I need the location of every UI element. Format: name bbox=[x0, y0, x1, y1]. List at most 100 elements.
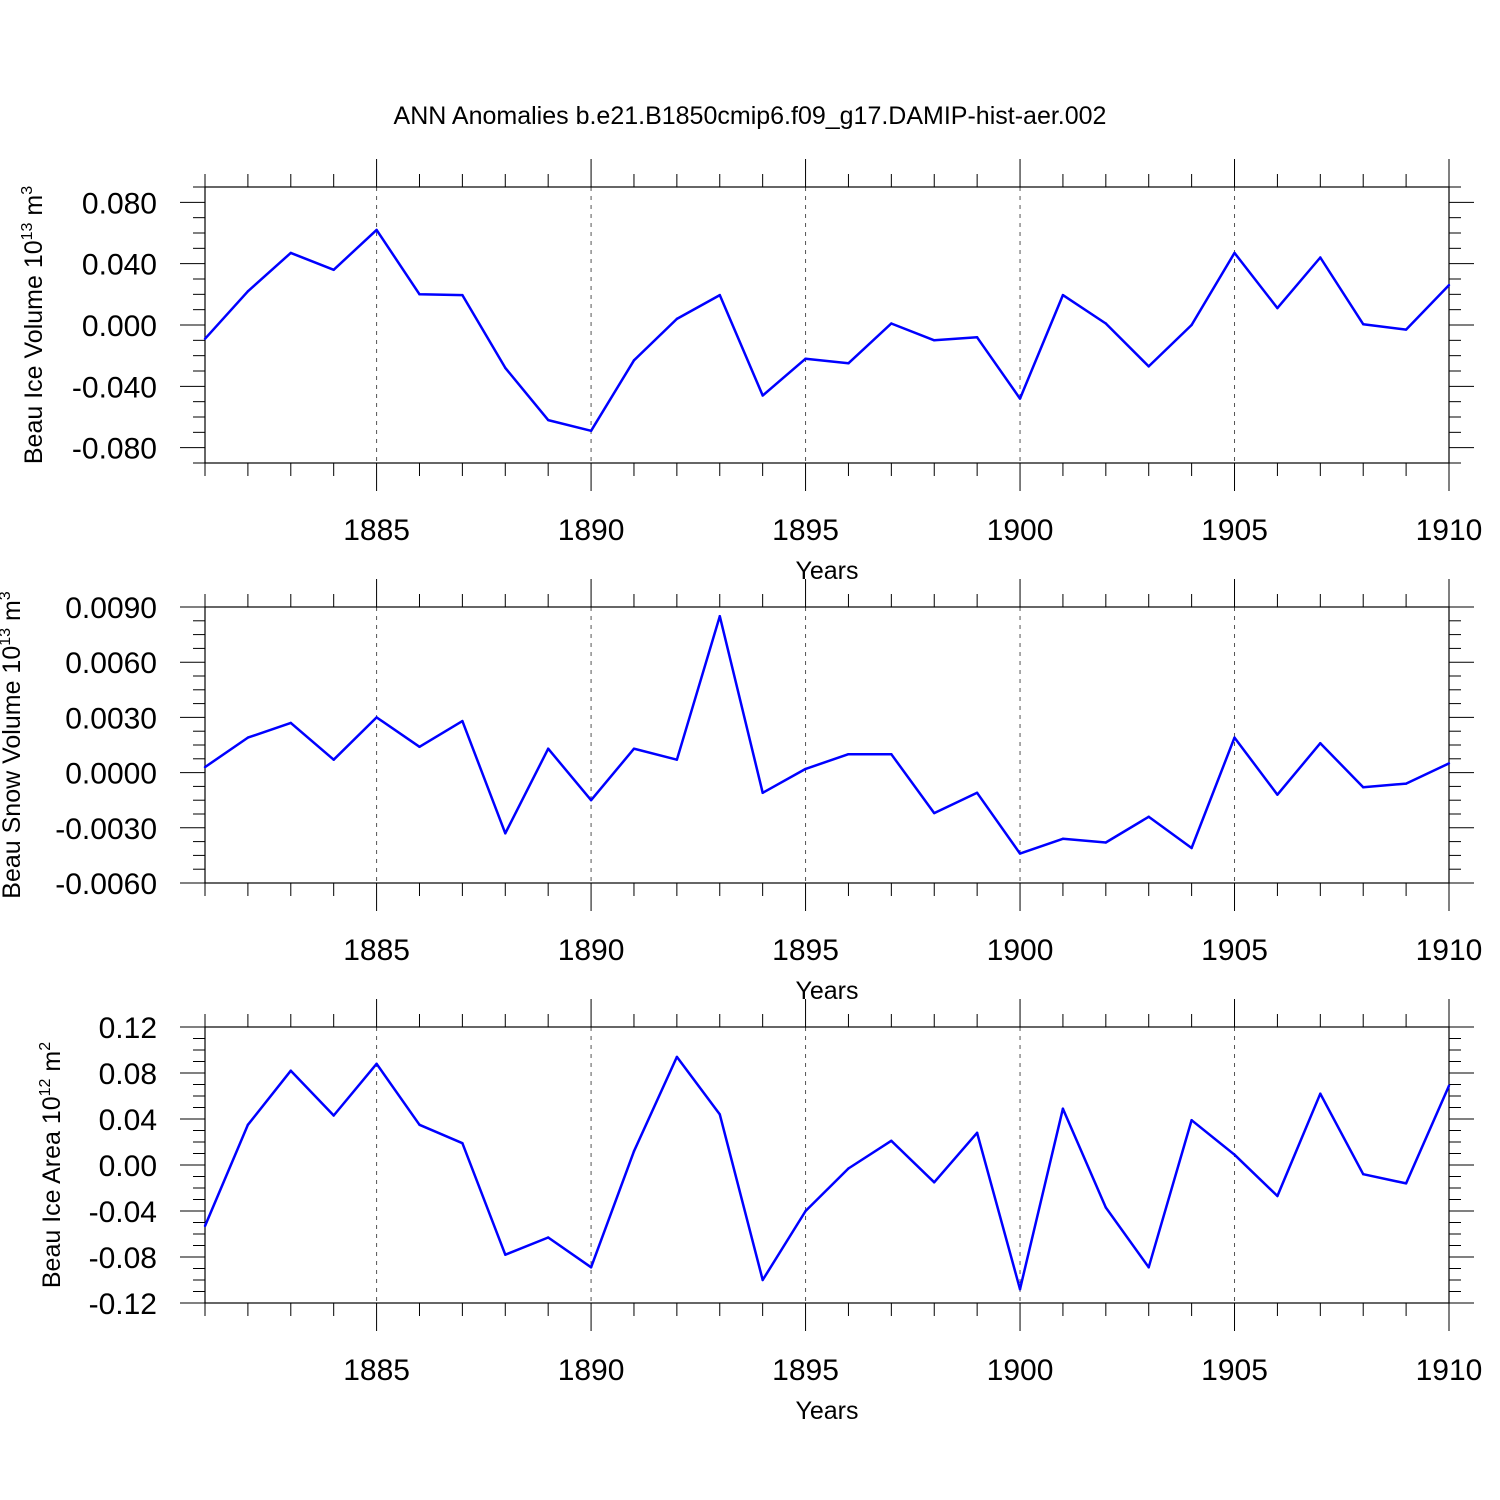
data-point bbox=[289, 721, 292, 725]
y-tick-label: 0.0000 bbox=[65, 758, 157, 791]
data-point bbox=[546, 1236, 550, 1239]
data-point bbox=[1061, 837, 1065, 841]
data-point bbox=[761, 1278, 764, 1282]
data-point bbox=[589, 429, 593, 432]
x-tick-label: 1900 bbox=[987, 1354, 1054, 1387]
data-point bbox=[975, 791, 979, 795]
y-axis-label: Beau Snow Volume 1013 m3 bbox=[0, 591, 26, 899]
data-point bbox=[890, 753, 893, 756]
data-point bbox=[246, 736, 250, 739]
chart-title: ANN Anomalies b.e21.B1850cmip6.f09_g17.D… bbox=[394, 102, 1107, 130]
data-point bbox=[632, 747, 636, 750]
y-tick-label: 0.000 bbox=[82, 310, 157, 343]
y-tick-label: -0.04 bbox=[89, 1196, 157, 1229]
data-point bbox=[589, 1266, 593, 1269]
y-tick-label: -0.12 bbox=[89, 1288, 157, 1321]
data-point bbox=[546, 747, 550, 750]
x-tick-label: 1885 bbox=[343, 1354, 410, 1387]
x-tick-label: 1890 bbox=[558, 514, 625, 547]
x-tick-label: 1905 bbox=[1201, 514, 1268, 547]
data-point bbox=[890, 1139, 893, 1143]
data-point bbox=[1362, 323, 1365, 326]
x-tick-label: 1905 bbox=[1201, 1354, 1268, 1387]
y-tick-label: -0.080 bbox=[72, 433, 157, 466]
x-axis-label: Years bbox=[795, 1397, 858, 1425]
data-point bbox=[461, 1141, 464, 1145]
data-point bbox=[1018, 397, 1022, 400]
x-axis-label: Years bbox=[795, 557, 858, 585]
data-point bbox=[1319, 256, 1322, 259]
data-point bbox=[1018, 1288, 1022, 1291]
data-point bbox=[804, 1209, 807, 1213]
data-point bbox=[375, 1062, 378, 1066]
y-tick-label: -0.040 bbox=[72, 371, 157, 404]
data-point bbox=[761, 791, 764, 795]
data-point bbox=[1061, 1107, 1065, 1110]
data-point bbox=[1319, 1092, 1322, 1095]
data-point bbox=[375, 716, 378, 719]
data-point bbox=[418, 1123, 421, 1126]
plot-frame bbox=[204, 186, 1450, 464]
data-point bbox=[246, 290, 250, 293]
y-tick-label: 0.080 bbox=[82, 187, 157, 220]
data-point bbox=[332, 268, 335, 271]
data-point bbox=[289, 251, 292, 255]
series-line-1 bbox=[204, 614, 1450, 855]
data-point bbox=[761, 394, 764, 397]
data-point bbox=[1447, 1084, 1451, 1087]
data-point bbox=[1447, 283, 1451, 287]
data-point bbox=[804, 357, 807, 360]
data-point bbox=[804, 767, 807, 771]
data-point bbox=[461, 719, 464, 723]
data-point bbox=[632, 359, 636, 362]
x-tick-label: 1885 bbox=[343, 934, 410, 967]
data-point bbox=[375, 228, 378, 232]
data-point bbox=[933, 1181, 936, 1184]
y-tick-label: 0.040 bbox=[82, 249, 157, 282]
data-point bbox=[933, 811, 936, 815]
x-tick-label: 1895 bbox=[772, 934, 839, 967]
x-tick-label: 1905 bbox=[1201, 934, 1268, 967]
y-tick-label: 0.0030 bbox=[65, 702, 157, 735]
data-point bbox=[504, 366, 507, 370]
plot-frame bbox=[204, 606, 1450, 884]
series-line-1 bbox=[203, 1055, 1451, 1291]
data-point bbox=[1147, 365, 1150, 368]
y-tick-label: -0.08 bbox=[89, 1242, 157, 1275]
data-point bbox=[632, 1150, 636, 1153]
x-tick-label: 1885 bbox=[343, 514, 410, 547]
data-point bbox=[289, 1069, 292, 1072]
y-tick-label: 0.0060 bbox=[65, 647, 157, 680]
data-point bbox=[1147, 1266, 1150, 1269]
data-point bbox=[332, 758, 335, 761]
series-line-1 bbox=[204, 228, 1450, 433]
data-point bbox=[1190, 323, 1193, 327]
x-tick-label: 1890 bbox=[558, 934, 625, 967]
y-tick-label: 0.12 bbox=[99, 1012, 157, 1045]
data-point bbox=[718, 615, 721, 618]
y-tick-label: 0.08 bbox=[99, 1058, 157, 1091]
data-point bbox=[1233, 1153, 1236, 1156]
data-point bbox=[718, 1113, 721, 1116]
data-point bbox=[1276, 1194, 1279, 1198]
chart-panel-1: 0.080 0.040 0.000 -0.040 -0.080 1885 1890 1895 1… bbox=[19, 159, 1482, 585]
data-point bbox=[203, 1224, 207, 1228]
data-point bbox=[890, 322, 893, 325]
data-point bbox=[418, 745, 421, 749]
data-point bbox=[1233, 251, 1236, 255]
data-point bbox=[1104, 841, 1108, 844]
data-point bbox=[246, 1123, 250, 1126]
data-point bbox=[675, 1055, 679, 1059]
data-point bbox=[975, 336, 979, 339]
data-point bbox=[589, 799, 593, 802]
x-tick-label: 1895 bbox=[772, 514, 839, 547]
data-point bbox=[1190, 1118, 1193, 1122]
y-axis-label: Beau Ice Area 1012 m2 bbox=[37, 1042, 66, 1288]
data-point bbox=[504, 1253, 507, 1256]
x-tick-label: 1900 bbox=[987, 514, 1054, 547]
data-point bbox=[546, 418, 550, 422]
data-point bbox=[1276, 306, 1279, 310]
data-point bbox=[675, 758, 679, 761]
data-point bbox=[1147, 815, 1150, 818]
